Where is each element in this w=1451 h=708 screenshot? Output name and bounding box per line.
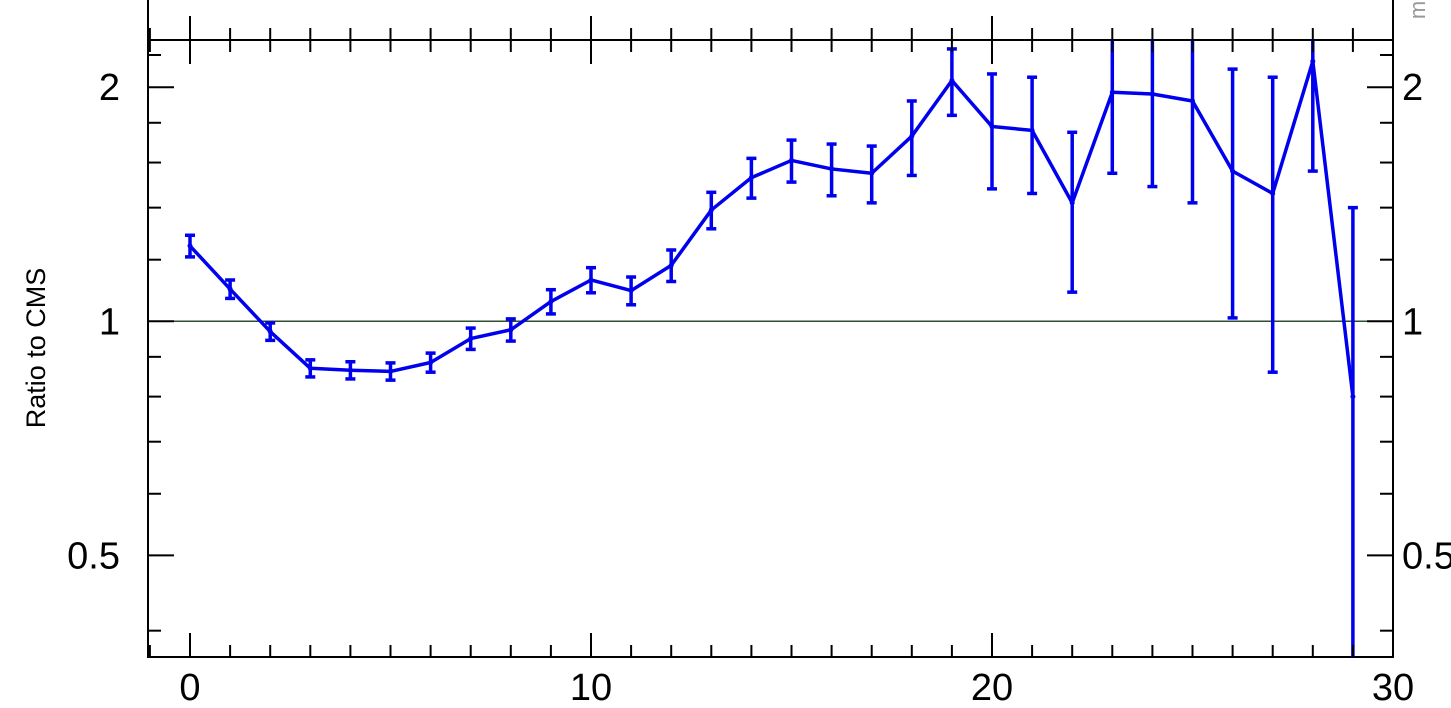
series-group bbox=[185, 40, 1358, 657]
data-point bbox=[468, 336, 474, 342]
data-point bbox=[1270, 190, 1276, 196]
data-point bbox=[548, 299, 554, 305]
data-point bbox=[508, 327, 514, 333]
plot-border bbox=[147, 39, 1394, 658]
data-point bbox=[1350, 394, 1356, 400]
axes-group: 0 10 20 30 0.5 0.5 1 1 2 2 bbox=[67, 16, 1451, 708]
series-line bbox=[188, 59, 1355, 397]
y-tick-label-right: 1 bbox=[1402, 301, 1423, 343]
data-point bbox=[869, 170, 875, 176]
x-tick-label: 30 bbox=[1372, 667, 1414, 708]
x-tick-label: 10 bbox=[570, 667, 612, 708]
data-point bbox=[1230, 168, 1236, 174]
x-tick-label: 0 bbox=[179, 667, 200, 708]
data-point bbox=[1310, 58, 1316, 64]
data-point bbox=[267, 329, 273, 335]
y-tick-label-left: 1 bbox=[99, 301, 120, 343]
data-point bbox=[628, 288, 634, 294]
y-axis-title: Ratio to CMS bbox=[21, 268, 51, 429]
data-point bbox=[1029, 127, 1035, 133]
y-tick-label-right: 0.5 bbox=[1402, 535, 1451, 577]
data-point bbox=[307, 365, 313, 371]
data-point bbox=[187, 243, 193, 249]
data-point bbox=[1149, 91, 1155, 97]
data-point bbox=[708, 207, 714, 213]
data-point bbox=[1109, 89, 1115, 95]
corner-text: m bbox=[1405, 1, 1430, 19]
data-point bbox=[227, 286, 233, 292]
data-point bbox=[428, 360, 434, 366]
data-point bbox=[949, 78, 955, 84]
data-point bbox=[388, 368, 393, 374]
plot-frame bbox=[147, 0, 1394, 658]
data-point bbox=[829, 166, 835, 172]
data-point bbox=[989, 124, 995, 130]
data-point bbox=[668, 262, 674, 268]
y-tick-label-left: 0.5 bbox=[67, 535, 120, 577]
data-point bbox=[1069, 200, 1075, 206]
data-point bbox=[588, 277, 594, 283]
data-point bbox=[909, 133, 915, 139]
y-tick-label-left: 2 bbox=[99, 67, 120, 109]
y-tick-label-right: 2 bbox=[1402, 67, 1423, 109]
x-tick-label: 20 bbox=[971, 667, 1013, 708]
data-point bbox=[789, 157, 794, 163]
data-point bbox=[1190, 98, 1195, 104]
data-point bbox=[347, 367, 353, 373]
data-point bbox=[748, 175, 754, 181]
